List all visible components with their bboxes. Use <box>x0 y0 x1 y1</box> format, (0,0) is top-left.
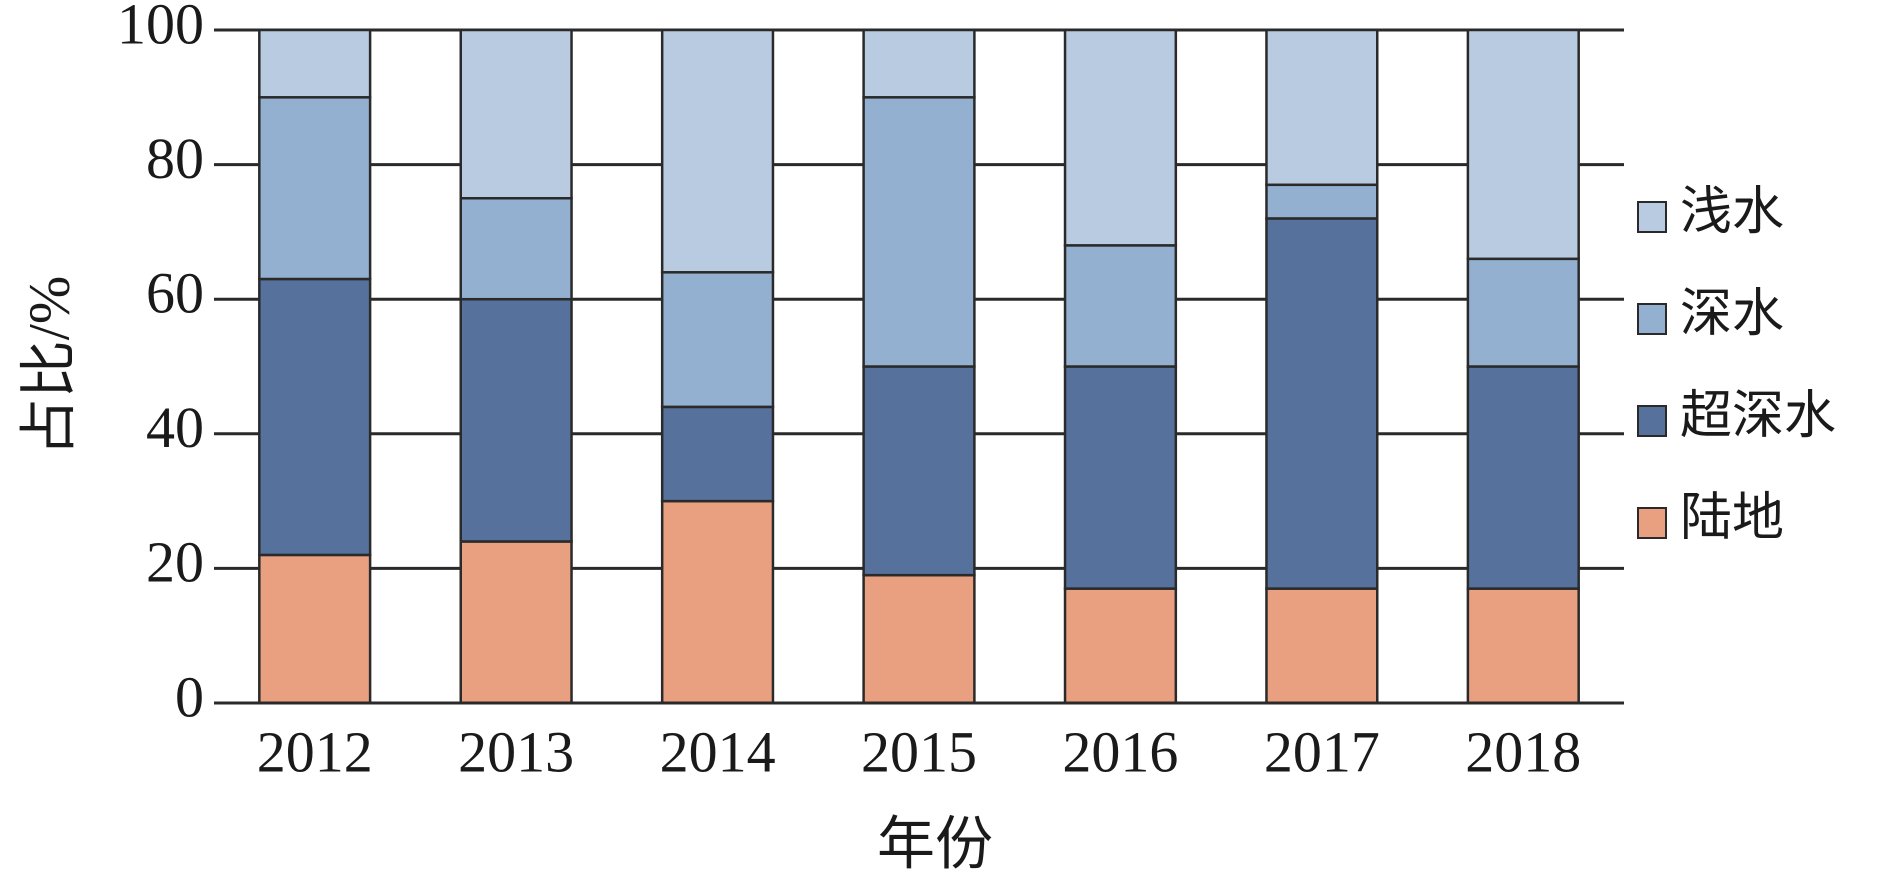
legend-label: 深水 <box>1680 286 1784 343</box>
bar-segment <box>258 553 372 705</box>
bar-segment <box>862 573 976 705</box>
bar-segment <box>258 28 372 99</box>
legend-label: 陆地 <box>1680 490 1784 547</box>
bar-segment <box>1466 257 1580 368</box>
legend-swatch <box>1637 507 1667 539</box>
legend-label: 超深水 <box>1680 388 1836 445</box>
y-tick-label: 60 <box>146 261 204 326</box>
bar-segment <box>459 297 573 543</box>
bar-segment <box>459 28 573 200</box>
x-tick-label: 2018 <box>1465 719 1581 784</box>
bar-segment <box>1063 587 1178 705</box>
bar-segment <box>258 277 372 557</box>
bar-segment <box>660 405 775 503</box>
x-tick-label: 2017 <box>1264 719 1380 784</box>
bar-segment <box>459 540 573 705</box>
bar-segment <box>660 28 775 274</box>
x-tick-label: 2012 <box>257 719 373 784</box>
bar-segment <box>1063 28 1178 247</box>
x-tick-label: 2013 <box>458 719 574 784</box>
x-tick-label: 2014 <box>660 719 776 784</box>
bar-segment <box>1265 28 1379 187</box>
x-tick-label: 2016 <box>1062 719 1178 784</box>
bar-segment <box>1063 244 1178 368</box>
x-tick-label: 2015 <box>861 719 977 784</box>
bar-segment <box>1466 587 1580 705</box>
y-tick-label: 20 <box>146 530 204 595</box>
legend-swatch <box>1637 303 1667 335</box>
bar-segment <box>1265 217 1379 590</box>
bar-segment <box>862 28 976 99</box>
bar-segment <box>1063 365 1178 590</box>
legend-label: 浅水 <box>1680 184 1784 241</box>
bar-segment <box>862 365 976 577</box>
y-tick-label: 40 <box>146 395 204 460</box>
bar-segment <box>258 96 372 281</box>
y-tick-label: 0 <box>175 664 204 729</box>
bar-segment <box>1466 365 1580 590</box>
bar-segment <box>1265 587 1379 705</box>
x-axis-label: 年份 <box>877 811 993 876</box>
bar-segment <box>660 499 775 705</box>
legend-swatch <box>1637 201 1667 233</box>
bar-segment <box>459 197 573 301</box>
bar-segment <box>1466 28 1580 261</box>
bar-segment <box>1265 183 1379 220</box>
y-axis-label: 占比/% <box>16 276 81 456</box>
legend-swatch <box>1637 405 1667 437</box>
y-tick-label: 100 <box>117 0 204 56</box>
bar-segment <box>660 271 775 409</box>
y-tick-label: 80 <box>146 126 204 191</box>
bar-segment <box>862 96 976 368</box>
